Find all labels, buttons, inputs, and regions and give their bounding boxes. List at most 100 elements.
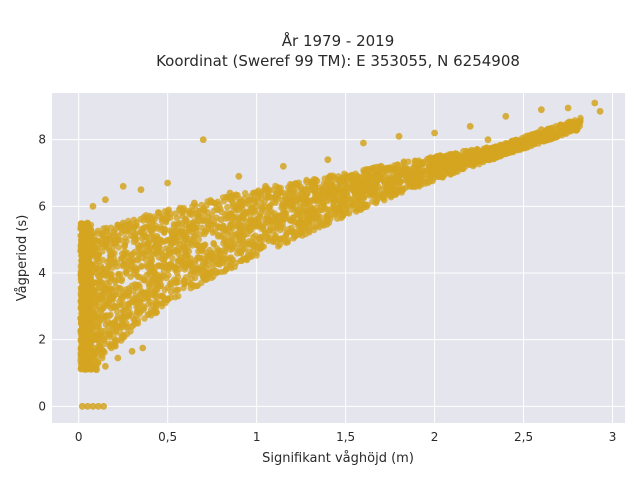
cloud-point — [330, 199, 337, 206]
cloud-point — [79, 236, 87, 244]
cloud-point — [149, 278, 156, 285]
cloud-point — [167, 241, 174, 249]
cloud-point — [165, 206, 172, 213]
cloud-point — [367, 190, 374, 197]
data-point — [395, 172, 403, 180]
cloud-point — [87, 278, 95, 285]
cloud-point — [316, 184, 324, 191]
cloud-point — [138, 263, 145, 270]
cloud-point — [164, 214, 171, 221]
cloud-point — [102, 284, 109, 292]
cloud-point — [103, 295, 110, 302]
cloud-point — [201, 211, 208, 219]
cloud-point — [315, 196, 322, 204]
cloud-point — [138, 291, 146, 298]
data-point — [164, 179, 172, 187]
data-point — [89, 402, 97, 410]
cloud-point — [173, 286, 180, 293]
cloud-point — [221, 250, 228, 257]
cloud-point — [145, 241, 152, 248]
cloud-point — [252, 197, 259, 204]
cloud-point — [334, 215, 341, 222]
data-point — [84, 219, 91, 227]
cloud-point — [481, 153, 488, 160]
cloud-point — [242, 189, 249, 197]
data-point — [520, 139, 527, 147]
cloud-point — [116, 323, 124, 331]
cloud-point — [367, 183, 374, 190]
cloud-point — [277, 235, 284, 242]
cloud-point — [197, 254, 204, 262]
cloud-point — [229, 235, 236, 242]
cloud-point — [375, 176, 383, 183]
cloud-point — [259, 224, 267, 231]
cloud-point — [176, 241, 184, 248]
cloud-point — [115, 271, 122, 278]
cloud-point — [566, 128, 573, 135]
cloud-point — [238, 223, 245, 230]
cloud-point — [245, 238, 253, 245]
data-point — [139, 344, 147, 352]
data-point — [377, 162, 385, 170]
cloud-point — [577, 117, 584, 124]
data-point — [164, 296, 172, 304]
cloud-point — [147, 250, 155, 257]
cloud-point — [119, 250, 126, 257]
cloud-point — [191, 274, 199, 282]
cloud-point — [275, 185, 283, 193]
cloud-point — [203, 202, 210, 209]
cloud-point — [142, 232, 149, 239]
cloud-point — [204, 275, 211, 283]
cloud-point — [133, 282, 140, 289]
data-point — [573, 126, 581, 134]
cloud-point — [309, 217, 316, 224]
cloud-point — [302, 219, 309, 226]
cloud-point — [543, 130, 550, 138]
data-point — [93, 366, 100, 374]
data-point — [360, 139, 367, 147]
data-point — [431, 162, 438, 170]
cloud-point — [131, 317, 138, 324]
cloud-point — [101, 327, 109, 335]
cloud-point — [363, 174, 370, 182]
cloud-point — [109, 264, 116, 271]
cloud-point — [135, 245, 142, 252]
cloud-point — [230, 239, 237, 247]
data-point — [537, 106, 545, 114]
cloud-point — [182, 217, 190, 225]
cloud-point — [346, 196, 354, 203]
cloud-point — [181, 278, 188, 285]
cloud-point — [78, 363, 85, 370]
cloud-point — [225, 225, 233, 232]
cloud-point — [118, 229, 126, 236]
cloud-point — [87, 340, 94, 347]
cloud-point — [108, 271, 116, 278]
cloud-point — [124, 253, 132, 260]
cloud-point — [166, 264, 174, 271]
cloud-point — [79, 333, 86, 340]
cloud-point — [212, 200, 219, 207]
cloud-point — [201, 207, 208, 214]
data-point — [128, 322, 136, 330]
cloud-point — [101, 335, 108, 342]
cloud-point — [367, 165, 374, 173]
cloud-point — [164, 284, 171, 291]
cloud-point — [124, 293, 132, 300]
cloud-point — [481, 148, 489, 155]
cloud-point — [389, 169, 396, 176]
cloud-point — [565, 121, 572, 128]
cloud-point — [354, 205, 361, 212]
cloud-point — [291, 233, 299, 240]
data-point — [288, 189, 296, 197]
cloud-point — [234, 250, 241, 257]
cloud-point — [153, 298, 160, 305]
x-tick-label: 3 — [609, 430, 617, 444]
cloud-point — [149, 231, 156, 238]
cloud-point — [186, 259, 193, 266]
cloud-point — [186, 210, 193, 217]
cloud-point — [107, 311, 114, 318]
data-point — [101, 362, 109, 370]
cloud-point — [220, 240, 227, 247]
cloud-point — [95, 352, 102, 359]
data-point — [137, 186, 145, 194]
